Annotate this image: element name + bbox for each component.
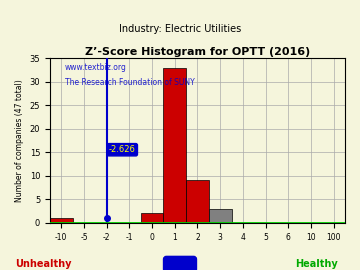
Bar [209, 209, 231, 223]
Title: Z’-Score Histogram for OPTT (2016): Z’-Score Histogram for OPTT (2016) [85, 48, 310, 58]
Text: Healthy: Healthy [296, 259, 338, 269]
Bar [141, 213, 163, 223]
Text: The Research Foundation of SUNY: The Research Foundation of SUNY [65, 78, 194, 87]
Y-axis label: Number of companies (47 total): Number of companies (47 total) [15, 79, 24, 202]
Bar [163, 68, 186, 223]
Text: Score: Score [166, 259, 194, 269]
Bar [50, 218, 73, 223]
Text: www.textbiz.org: www.textbiz.org [65, 63, 126, 72]
Text: Unhealthy: Unhealthy [15, 259, 71, 269]
Text: -2.626: -2.626 [109, 145, 136, 154]
Bar [186, 180, 209, 223]
Text: Industry: Electric Utilities: Industry: Electric Utilities [119, 24, 241, 34]
